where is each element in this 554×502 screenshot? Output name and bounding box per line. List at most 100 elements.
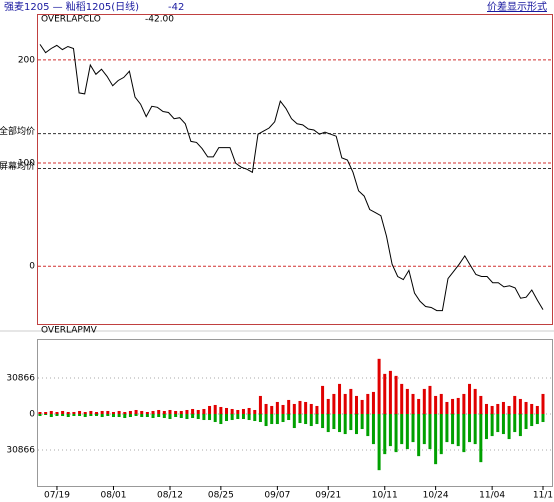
volume-bar [196, 409, 200, 414]
volume-bar [405, 413, 409, 450]
volume-bar [270, 405, 274, 414]
volume-bar [106, 410, 110, 414]
x-tick-label: 09/21 [315, 491, 341, 501]
x-tick-label: 09/07 [264, 491, 290, 501]
volume-bar [61, 410, 65, 414]
volume-bar [304, 401, 308, 414]
y-tick-label: 200 [18, 55, 35, 65]
x-tick-label: 11/1 [533, 491, 553, 501]
volume-bar [360, 413, 364, 430]
x-tick-label: 11/04 [479, 491, 505, 501]
volume-bar [191, 408, 195, 414]
volume-bar [468, 413, 472, 443]
volume-bar [213, 404, 217, 414]
x-tick-label: 10/24 [423, 491, 449, 501]
volume-bar [100, 413, 104, 418]
volume-bar [111, 411, 115, 414]
header-title: 强麦1205 — 籼稻1205(日线) [4, 0, 139, 13]
volume-bar [202, 408, 206, 414]
volume-bar [168, 413, 172, 420]
volume-bar [518, 413, 522, 437]
volume-bar [428, 413, 432, 450]
volume-bar [38, 413, 42, 417]
volume-bar [388, 413, 392, 447]
display-mode-link[interactable]: 价差显示形式 [487, 0, 547, 13]
volume-bar [530, 413, 534, 427]
volume-bar [106, 413, 110, 417]
volume-bar [225, 413, 229, 422]
volume-bar [524, 401, 528, 414]
volume-bar [473, 388, 477, 414]
volume-bar [462, 393, 466, 414]
volume-bar [422, 388, 426, 414]
y-tick-label: 100 [18, 159, 35, 169]
reference-label: 全部均价 [0, 125, 35, 137]
volume-bar [541, 413, 545, 423]
volume-bar [400, 413, 404, 445]
volume-bar [219, 406, 223, 414]
volume-bar [468, 383, 472, 414]
volume-bar [162, 413, 166, 419]
volume-bar [292, 403, 296, 414]
volume-bar [434, 413, 438, 465]
volume-bar [44, 413, 48, 416]
volume-bar [377, 413, 381, 471]
volume-bar [332, 393, 336, 414]
volume-bar [179, 410, 183, 414]
volume-bar [230, 413, 234, 421]
volume-bar [123, 413, 127, 419]
volume-bar [315, 405, 319, 414]
volume-bar [479, 395, 483, 414]
volume-bar [360, 399, 364, 414]
volume-bar [89, 413, 93, 417]
volume-bar [394, 413, 398, 453]
volume-bar [140, 410, 144, 414]
volume-bar [484, 403, 488, 414]
volume-bar [55, 411, 59, 414]
volume-bar [388, 370, 392, 414]
volume-bar [490, 413, 494, 437]
volume-bar [338, 383, 342, 414]
volume-bar [111, 413, 115, 418]
volume-bar [332, 413, 336, 430]
volume-bar [349, 413, 353, 431]
volume-bar [117, 413, 121, 418]
volume-bar [411, 413, 415, 443]
volume-bar [434, 395, 438, 414]
volume-bar [185, 409, 189, 414]
indicator-name: OVERLAPMV [41, 326, 98, 336]
volume-bar [66, 413, 70, 418]
volume-bar [134, 409, 138, 414]
volume-bar [191, 413, 195, 419]
volume-bar [394, 375, 398, 414]
volume-bar [95, 413, 99, 417]
volume-bar [258, 413, 262, 423]
volume-bar [371, 413, 375, 445]
volume-bar [61, 413, 65, 417]
volume-bar [451, 413, 455, 445]
volume-bar [247, 413, 251, 421]
volume-bar [530, 403, 534, 414]
volume-bar [247, 407, 251, 414]
volume-bar [484, 413, 488, 440]
volume-bar [83, 411, 87, 414]
volume-bar [241, 413, 245, 420]
volume-bar [213, 413, 217, 423]
volume-bar [451, 398, 455, 414]
volume-bar [281, 404, 285, 414]
volume-bar [55, 413, 59, 417]
volume-bar [241, 408, 245, 414]
volume-bar [196, 413, 200, 420]
volume-bar [157, 413, 161, 418]
header-value: -42 [168, 2, 184, 13]
volume-bar [507, 405, 511, 414]
volume-bar [321, 413, 325, 429]
volume-bar [270, 413, 274, 425]
volume-bar [202, 413, 206, 421]
volume-bar [145, 411, 149, 414]
volume-bar [462, 413, 466, 453]
volume-bar [428, 385, 432, 414]
x-tick-label: 08/01 [101, 491, 127, 501]
